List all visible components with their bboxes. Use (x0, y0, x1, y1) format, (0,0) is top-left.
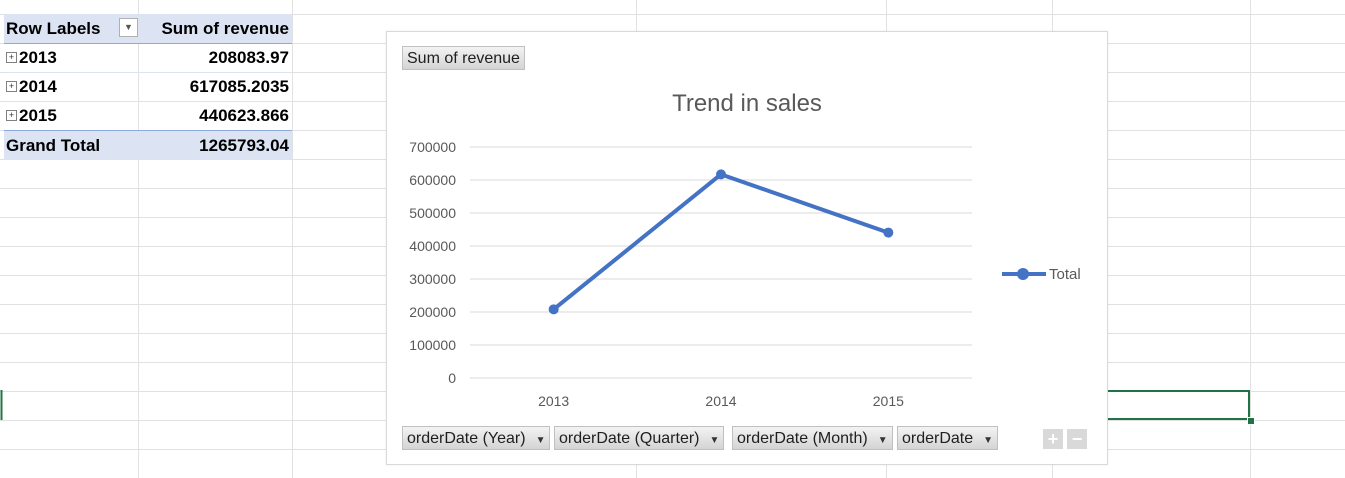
expand-plus-icon[interactable]: + (6, 51, 17, 63)
expand-field-plus-icon[interactable]: + (1043, 429, 1063, 449)
sum-of-revenue-header: Sum of revenue (161, 18, 289, 38)
pivot-row-value: 440623.866 (199, 105, 289, 125)
y-tick-label: 0 (448, 370, 456, 386)
pivot-grand-total-row: Grand Total 1265793.04 (4, 130, 292, 160)
expand-plus-icon[interactable]: + (6, 80, 17, 92)
y-tick-label: 400000 (409, 238, 456, 254)
axis-field-button-orderdate[interactable]: orderDate ▼ (897, 426, 999, 450)
pivot-row-label: 2015 (19, 105, 57, 125)
row-labels-filter-dropdown-icon[interactable]: ▼ (119, 18, 138, 37)
chart-title: Trend in sales (672, 90, 822, 117)
axis-field-button-year[interactable]: orderDate (Year) ▼ (402, 426, 551, 450)
y-tick-label: 100000 (409, 337, 456, 353)
pivot-chart[interactable]: Sum of revenue Trend in sales 0 100000 200… (386, 31, 1108, 465)
data-point-2013[interactable] (548, 304, 559, 315)
expand-plus-icon[interactable]: + (6, 109, 17, 121)
series-line-total[interactable] (551, 172, 891, 312)
pivot-row-label: 2014 (19, 76, 57, 96)
pivot-row-label: 2013 (19, 47, 57, 67)
selected-cell[interactable] (1104, 390, 1250, 420)
x-tick-label: 2015 (873, 393, 904, 409)
axis-field-button-month[interactable]: orderDate (Month) ▼ (732, 426, 893, 450)
pivot-row-value: 617085.2035 (189, 76, 289, 96)
x-tick-label: 2013 (538, 393, 569, 409)
collapse-field-minus-icon[interactable]: − (1067, 429, 1087, 449)
dropdown-arrow-icon: ▼ (877, 435, 888, 446)
pivot-row-2013: +2013 208083.97 (4, 43, 292, 73)
dropdown-arrow-icon: ▼ (535, 435, 546, 446)
grand-total-label: Grand Total (6, 135, 101, 155)
data-point-2015[interactable] (883, 227, 894, 238)
pivot-row-2015: +2015 440623.866 (4, 101, 292, 131)
legend-line-marker-icon (1002, 264, 1046, 284)
x-tick-label: 2014 (705, 393, 736, 409)
value-field-button[interactable]: Sum of revenue (402, 46, 525, 70)
grand-total-value: 1265793.04 (199, 135, 289, 155)
row-labels-header: Row Labels (6, 18, 101, 38)
line-chart-plot: 0 100000 200000 300000 400000 500000 600000 700… (409, 139, 972, 409)
pivot-header-row: Row Labels ▼ Sum of revenue (4, 14, 292, 44)
y-tick-label: 200000 (409, 304, 456, 320)
y-tick-label: 500000 (409, 205, 456, 221)
axis-field-button-quarter[interactable]: orderDate (Quarter) ▼ (554, 426, 725, 450)
fill-handle[interactable] (1247, 417, 1255, 425)
dropdown-arrow-icon: ▼ (709, 435, 720, 446)
data-point-2014[interactable] (716, 169, 726, 180)
chart-legend: Total (1002, 264, 1081, 284)
y-tick-label: 600000 (409, 172, 456, 188)
pivot-row-2014: +2014 617085.2035 (4, 72, 292, 102)
pivot-row-value: 208083.97 (208, 47, 289, 67)
y-tick-label: 700000 (409, 139, 456, 155)
dropdown-arrow-icon: ▼ (983, 435, 994, 446)
legend-label: Total (1049, 265, 1081, 283)
y-tick-label: 300000 (409, 271, 456, 287)
